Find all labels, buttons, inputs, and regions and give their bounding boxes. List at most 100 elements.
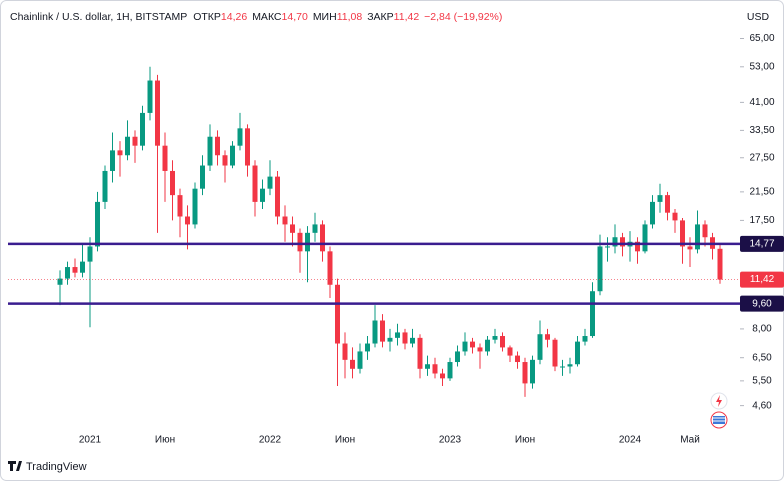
candle-body — [417, 337, 423, 369]
candle-body — [387, 337, 393, 342]
y-tick-label: 65,00 — [749, 33, 774, 44]
candle-body — [357, 351, 363, 369]
x-tick-label: 2023 — [439, 435, 462, 446]
candle-body — [515, 355, 520, 363]
candle-body — [522, 362, 528, 384]
y-tick-label: 17,50 — [749, 215, 774, 226]
candle-body — [305, 232, 310, 252]
header-low: 11,08 — [337, 11, 363, 23]
candle-body — [590, 291, 595, 337]
header-close-name: ЗАКР — [367, 11, 393, 23]
candle-body — [582, 336, 588, 342]
candle-body — [297, 232, 303, 252]
header-low-name: МИН — [313, 11, 337, 23]
candle-body — [425, 364, 430, 369]
y-tick-label: 5,50 — [752, 375, 772, 386]
candle-body — [560, 366, 565, 368]
header-close: 11,42 — [394, 11, 420, 23]
candle-body — [117, 150, 123, 156]
candle-body — [605, 246, 610, 248]
candle-body — [695, 224, 700, 250]
candle-body — [245, 128, 250, 166]
candle-body — [102, 170, 108, 202]
candle-body — [702, 224, 708, 238]
candle-body — [342, 343, 348, 360]
candle-body — [222, 155, 228, 166]
candle-body — [162, 145, 168, 171]
plot — [57, 66, 723, 397]
level-label-box — [740, 295, 784, 312]
candle-body — [312, 224, 318, 233]
candle-body — [687, 246, 693, 250]
candle-body — [365, 343, 370, 352]
candle-body — [620, 237, 625, 247]
header-change: −2,84 (−19,92%) — [424, 11, 502, 23]
candle-body — [455, 351, 460, 363]
candle-body — [440, 373, 445, 379]
candle-body — [237, 128, 243, 146]
candle-body — [132, 136, 138, 146]
candle-body — [155, 80, 160, 146]
candle-body — [170, 170, 175, 196]
candle-body — [147, 80, 153, 113]
candle-body — [395, 332, 400, 338]
candle-body — [432, 364, 438, 374]
candle-body — [350, 359, 355, 369]
candle-body — [80, 261, 85, 273]
candle-body — [57, 278, 63, 285]
candle-body — [207, 136, 213, 166]
candle-body — [260, 188, 265, 202]
candle-body — [680, 220, 685, 247]
candle-body — [72, 267, 78, 273]
x-tick-label: Май — [680, 435, 700, 446]
last-price-label: 11,42 — [750, 274, 775, 285]
candle-body — [185, 216, 190, 225]
last-price-box — [740, 271, 784, 288]
candle-body — [462, 341, 468, 352]
candle-body — [110, 150, 115, 171]
y-tick-label: 41,00 — [749, 97, 774, 108]
candle-body — [597, 246, 603, 292]
candle-body — [290, 224, 295, 233]
candle-body — [282, 216, 288, 225]
candle-body — [552, 339, 558, 367]
candle-body — [657, 195, 663, 202]
y-tick-label: 53,00 — [749, 61, 774, 72]
candle-body — [530, 359, 535, 384]
candle-body — [672, 212, 678, 221]
x-tick-label: 2024 — [619, 435, 642, 446]
level-label: 14,77 — [749, 239, 774, 250]
candle-body — [267, 176, 273, 189]
y-tick-label: 33,50 — [749, 125, 774, 136]
header-open: 14,26 — [221, 11, 247, 23]
x-tick-label: 2022 — [259, 435, 282, 446]
currency: USD — [747, 11, 770, 23]
level-label: 9,60 — [752, 298, 772, 309]
candle-body — [402, 332, 408, 344]
candle-body — [230, 145, 235, 166]
logo — [8, 461, 22, 471]
candle-body — [470, 341, 475, 348]
candle-body — [477, 347, 483, 352]
header-high: 14,70 — [282, 11, 308, 23]
candle-body — [545, 334, 550, 340]
candle-body — [642, 224, 648, 252]
candle-body — [447, 362, 453, 379]
header-high-name: МАКС — [252, 11, 282, 23]
candle-body — [192, 188, 198, 225]
y-tick-label: 6,50 — [752, 352, 772, 363]
candle-body — [200, 165, 205, 189]
y-tick-label: 4,60 — [752, 400, 772, 411]
candle-body — [95, 201, 100, 247]
header: Chainlink / U.S. dollar, 1H, BITSTAMP ОТК… — [10, 11, 502, 23]
candle-body — [65, 267, 70, 279]
candle-body — [320, 224, 325, 252]
y-tick-label: 8,00 — [752, 324, 772, 335]
x-tick-label: Июн — [155, 435, 175, 446]
candle-body — [87, 246, 93, 262]
x-tick-label: 2021 — [79, 435, 102, 446]
candle-body — [500, 336, 505, 348]
x-tick-label: Июн — [515, 435, 535, 446]
header-open-name: ОТКР — [193, 11, 221, 23]
